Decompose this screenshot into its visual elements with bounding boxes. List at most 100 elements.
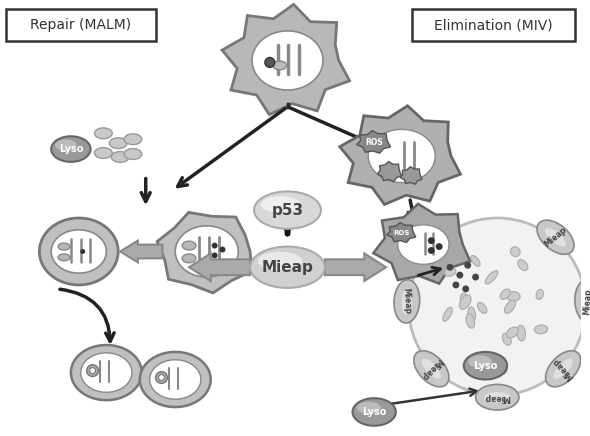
Ellipse shape: [94, 148, 112, 158]
Ellipse shape: [124, 134, 142, 145]
Ellipse shape: [444, 268, 456, 276]
Circle shape: [212, 242, 218, 249]
Ellipse shape: [460, 293, 467, 303]
Circle shape: [464, 262, 471, 269]
Ellipse shape: [58, 243, 70, 250]
Ellipse shape: [394, 280, 419, 323]
Ellipse shape: [55, 140, 77, 151]
Ellipse shape: [476, 385, 519, 410]
Text: Lyso: Lyso: [473, 361, 497, 371]
Polygon shape: [51, 230, 106, 273]
Polygon shape: [140, 352, 211, 407]
Text: Mieap: Mieap: [419, 356, 444, 382]
Text: ROS: ROS: [365, 138, 383, 146]
Circle shape: [453, 282, 460, 288]
Ellipse shape: [261, 196, 301, 213]
Circle shape: [447, 264, 454, 271]
Circle shape: [87, 364, 99, 377]
Text: ROS: ROS: [394, 230, 410, 236]
Ellipse shape: [464, 352, 507, 379]
Ellipse shape: [546, 351, 581, 387]
FancyArrow shape: [120, 241, 162, 262]
Polygon shape: [398, 225, 449, 264]
Ellipse shape: [484, 392, 510, 402]
Ellipse shape: [109, 138, 127, 149]
Ellipse shape: [507, 292, 520, 301]
Text: p53: p53: [271, 203, 304, 218]
Circle shape: [159, 375, 165, 381]
Ellipse shape: [502, 333, 511, 345]
Ellipse shape: [466, 313, 474, 328]
Circle shape: [80, 249, 85, 254]
Text: Elimination (MIV): Elimination (MIV): [434, 18, 553, 32]
Circle shape: [156, 371, 168, 383]
Circle shape: [265, 58, 275, 67]
Circle shape: [90, 368, 96, 374]
Polygon shape: [386, 223, 416, 242]
Polygon shape: [71, 345, 142, 400]
Text: Mieap: Mieap: [402, 288, 412, 315]
Text: Mieap: Mieap: [582, 288, 590, 315]
Ellipse shape: [553, 359, 573, 379]
Ellipse shape: [58, 254, 70, 261]
Text: Mieap: Mieap: [542, 225, 569, 249]
Ellipse shape: [422, 359, 441, 379]
Ellipse shape: [182, 241, 196, 250]
Circle shape: [463, 286, 469, 293]
Polygon shape: [252, 31, 323, 90]
Ellipse shape: [500, 289, 510, 300]
Ellipse shape: [414, 351, 449, 387]
Ellipse shape: [468, 355, 492, 368]
Ellipse shape: [443, 307, 453, 321]
Polygon shape: [401, 167, 422, 184]
Circle shape: [219, 246, 225, 252]
Text: Lyso: Lyso: [59, 144, 83, 154]
Circle shape: [457, 272, 463, 279]
FancyBboxPatch shape: [412, 9, 575, 41]
Circle shape: [435, 243, 442, 250]
Circle shape: [212, 252, 218, 259]
Ellipse shape: [545, 228, 566, 246]
Ellipse shape: [504, 300, 516, 313]
Circle shape: [428, 237, 435, 244]
Ellipse shape: [258, 252, 303, 270]
Ellipse shape: [537, 220, 574, 254]
Ellipse shape: [51, 136, 91, 162]
Text: Mieap: Mieap: [261, 260, 313, 275]
Ellipse shape: [124, 149, 142, 160]
Polygon shape: [373, 204, 470, 283]
Ellipse shape: [477, 303, 487, 313]
Ellipse shape: [182, 254, 196, 263]
Circle shape: [428, 247, 435, 254]
Text: Mieap: Mieap: [484, 393, 510, 402]
Ellipse shape: [402, 288, 412, 314]
Text: Lyso: Lyso: [362, 407, 386, 417]
Polygon shape: [81, 353, 132, 392]
Ellipse shape: [517, 325, 526, 341]
Ellipse shape: [352, 398, 396, 426]
Ellipse shape: [112, 152, 129, 162]
Ellipse shape: [460, 295, 471, 309]
Polygon shape: [157, 212, 252, 293]
Ellipse shape: [471, 255, 480, 266]
Polygon shape: [175, 226, 238, 277]
Polygon shape: [222, 4, 350, 115]
Text: Repair (MALM): Repair (MALM): [30, 18, 132, 32]
Ellipse shape: [250, 246, 325, 288]
Ellipse shape: [518, 260, 528, 270]
Ellipse shape: [357, 402, 381, 414]
FancyBboxPatch shape: [6, 9, 156, 41]
Ellipse shape: [254, 191, 321, 229]
Ellipse shape: [575, 280, 590, 323]
Polygon shape: [150, 360, 201, 399]
Ellipse shape: [506, 327, 519, 338]
Ellipse shape: [536, 290, 543, 300]
Polygon shape: [368, 129, 435, 183]
Ellipse shape: [273, 61, 287, 70]
Polygon shape: [340, 106, 461, 204]
Polygon shape: [40, 218, 118, 285]
Polygon shape: [378, 161, 402, 181]
Circle shape: [409, 218, 586, 395]
Ellipse shape: [535, 325, 548, 334]
Ellipse shape: [94, 128, 112, 139]
